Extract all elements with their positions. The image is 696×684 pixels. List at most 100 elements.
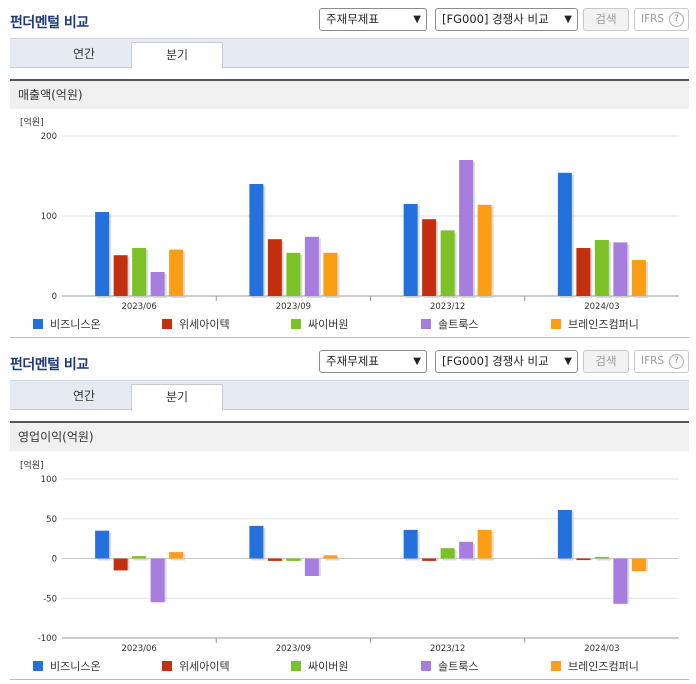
panel-title: 펀더멘털 비교 (10, 15, 89, 31)
bar (477, 529, 492, 559)
legend-label: 위세아이텍 (179, 660, 230, 673)
y-tick-label: 100 (41, 212, 57, 222)
bar (594, 556, 609, 559)
x-tick-label: 2023/09 (276, 302, 311, 312)
bar (286, 252, 301, 296)
y-tick-label: 0 (52, 555, 57, 565)
ifrs-label: IFRS (641, 13, 665, 25)
group-select[interactable]: [FG000] 경쟁사 비교 ▼ (435, 8, 578, 31)
x-tick-label: 2023/12 (430, 302, 465, 312)
bar (249, 184, 264, 296)
bar (557, 510, 572, 559)
bar (113, 558, 128, 571)
statement-type-select[interactable]: 주재무제표 ▼ (319, 8, 427, 31)
legend-swatch (162, 319, 172, 329)
legend-label: 비즈니스온 (50, 318, 101, 331)
x-tick-label: 2023/12 (430, 644, 465, 654)
bar (440, 230, 455, 296)
y-tick-label: -100 (38, 634, 57, 644)
legend-label: 솔트룩스 (438, 318, 478, 331)
statement-type-select[interactable]: 주재무제표 ▼ (319, 350, 427, 373)
search-button[interactable]: 검색 (583, 350, 629, 373)
bar (249, 525, 264, 559)
help-icon[interactable]: ? (669, 12, 684, 27)
bar (422, 219, 437, 296)
legend-label: 브레인즈컴퍼니 (568, 318, 639, 331)
tab-annual[interactable]: 연간 (72, 389, 96, 403)
bar (459, 541, 474, 559)
bar (267, 558, 282, 561)
tab-annual[interactable]: 연간 (72, 47, 96, 61)
tab-quarterly[interactable]: 분기 (131, 384, 223, 411)
legend-swatch (162, 661, 172, 671)
x-tick-label: 2023/09 (276, 644, 311, 654)
revenue-bar-chart: [억원] 0 100 200 2023/06 2023/09 2023/12 2024/03 비… (20, 116, 679, 331)
bar (631, 558, 646, 572)
bar (113, 255, 128, 296)
chevron-down-icon: ▼ (564, 14, 572, 25)
bar (267, 239, 282, 296)
bar (150, 558, 165, 603)
operating-profit-bar-chart: [억원] -100 -50 0 50 100 2023/06 2023/09 2023/12 20… (20, 459, 679, 673)
chevron-down-icon: ▼ (413, 14, 421, 25)
ifrs-label: IFRS (641, 355, 665, 367)
y-tick-label: 100 (41, 475, 57, 485)
bar (323, 252, 338, 296)
legend-swatch (291, 319, 301, 329)
y-tick-label: 50 (46, 515, 57, 525)
chevron-down-icon: ▼ (564, 356, 572, 367)
bar (440, 548, 455, 559)
bar (132, 556, 147, 559)
bar (169, 249, 184, 296)
x-tick-label: 2023/06 (121, 302, 156, 312)
x-tick-label: 2024/03 (584, 644, 619, 654)
bar (150, 272, 165, 296)
legend-swatch (33, 319, 43, 329)
bar (576, 558, 591, 561)
section-title: 매출액(억원) (10, 79, 689, 109)
legend-swatch (421, 661, 431, 671)
bar (557, 172, 572, 296)
bar (304, 236, 319, 296)
section-title: 영업이익(억원) (10, 421, 689, 451)
legend-label: 비즈니스온 (50, 660, 101, 673)
bar-shadow (325, 557, 340, 561)
bar (594, 240, 609, 296)
search-button[interactable]: 검색 (583, 8, 629, 31)
ifrs-button[interactable]: IFRS ? (634, 350, 689, 373)
group-select[interactable]: [FG000] 경쟁사 비교 ▼ (435, 350, 578, 373)
divider (10, 679, 689, 680)
x-tick-label: 2023/06 (121, 644, 156, 654)
x-tick-label: 2024/03 (584, 302, 619, 312)
bar (95, 212, 110, 296)
tab-quarterly[interactable]: 분기 (131, 42, 223, 69)
bar (403, 204, 418, 296)
bar (459, 160, 474, 296)
bar-shadow (596, 558, 611, 561)
group-value: [FG000] 경쟁사 비교 (442, 354, 549, 368)
ifrs-button[interactable]: IFRS ? (634, 8, 689, 31)
bar (95, 530, 110, 559)
legend-swatch (421, 319, 431, 329)
bar (403, 529, 418, 559)
help-icon[interactable]: ? (669, 354, 684, 369)
y-tick-label: 0 (52, 292, 57, 302)
bar (422, 558, 437, 561)
legend-label: 싸이버원 (308, 318, 348, 331)
unit-label: [억원] (20, 116, 44, 128)
bar (613, 558, 628, 604)
group-value: [FG000] 경쟁사 비교 (442, 12, 549, 26)
legend-swatch (551, 661, 561, 671)
y-tick-label: -50 (43, 594, 57, 604)
panel-title: 펀더멘털 비교 (10, 357, 89, 373)
legend-label: 싸이버원 (308, 660, 348, 673)
bar (323, 555, 338, 559)
legend-label: 솔트룩스 (438, 660, 478, 673)
legend-swatch (291, 661, 301, 671)
panel-header: 펀더멘털 비교 주재무제표 ▼ [FG000] 경쟁사 비교 ▼ 검색 IFRS… (0, 0, 696, 34)
bar (631, 260, 646, 296)
legend-label: 위세아이텍 (179, 318, 230, 331)
bar (576, 248, 591, 296)
chevron-down-icon: ▼ (413, 356, 421, 367)
period-tabs: 연간 분기 (10, 38, 689, 69)
